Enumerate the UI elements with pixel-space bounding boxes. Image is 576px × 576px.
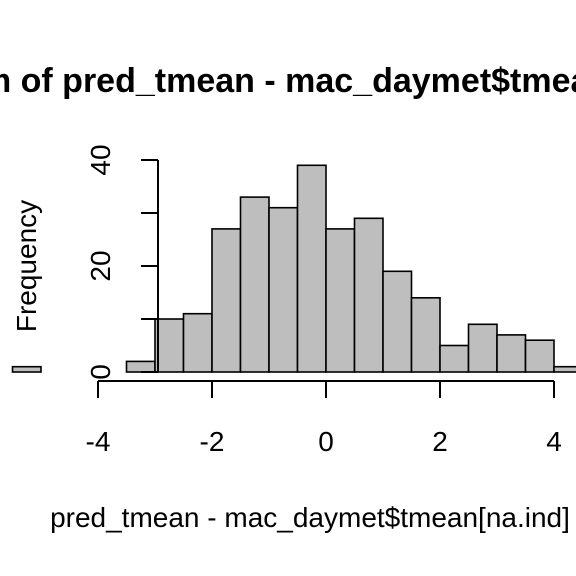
histogram-bar xyxy=(239,196,270,373)
bars-group xyxy=(11,164,576,373)
histogram-bar xyxy=(524,339,555,373)
histogram-bar xyxy=(353,217,384,373)
histogram-bar xyxy=(182,312,213,373)
histogram-bar xyxy=(11,365,42,373)
histogram-bar xyxy=(211,228,242,373)
histogram-bar xyxy=(553,365,576,373)
histogram-bar xyxy=(496,334,527,373)
y-tick-label: 40 xyxy=(85,144,116,175)
x-tick-label: -2 xyxy=(200,426,225,457)
x-axis: -4 -2 0 2 4 xyxy=(86,380,562,457)
histogram-bar xyxy=(439,344,470,373)
y-axis-label: Frequency xyxy=(11,200,42,332)
histogram-bar xyxy=(296,164,327,373)
x-tick-label: -4 xyxy=(86,426,111,457)
histogram-bar xyxy=(268,206,299,373)
histogram-bar xyxy=(410,296,441,373)
histogram-bar xyxy=(382,270,413,373)
chart-title: Histogram of pred_tmean - mac_daymet$tme… xyxy=(0,62,576,100)
y-tick-label: 20 xyxy=(85,250,116,281)
y-axis: 0 20 40 xyxy=(85,144,159,380)
x-axis-label: pred_tmean - mac_daymet$tmean[na.ind] xyxy=(50,502,570,533)
x-tick-label: 4 xyxy=(546,426,562,457)
histogram-bar xyxy=(467,323,498,373)
histogram-bar xyxy=(125,360,156,373)
x-tick-label: 0 xyxy=(318,426,334,457)
histogram-bar xyxy=(154,318,185,373)
histogram-bar xyxy=(325,228,356,373)
x-tick-label: 2 xyxy=(432,426,448,457)
y-tick-label: 0 xyxy=(85,364,116,380)
